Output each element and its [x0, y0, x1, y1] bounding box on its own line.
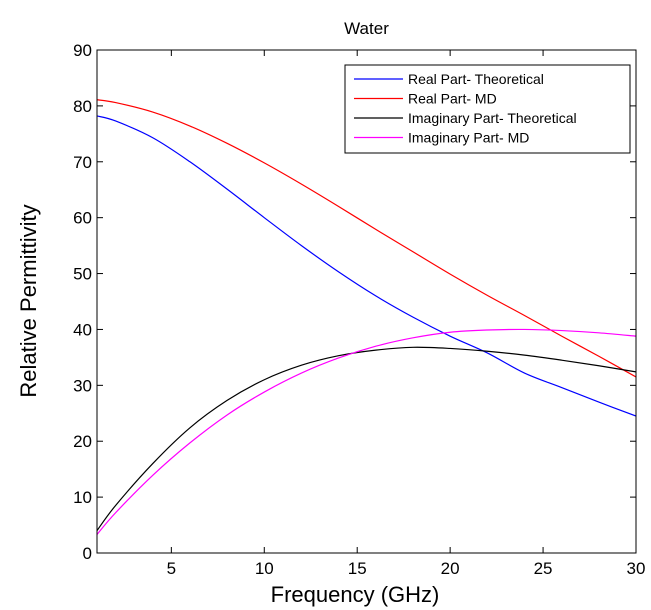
x-tick-label: 25: [534, 559, 553, 578]
y-tick-label: 70: [73, 153, 92, 172]
y-tick-label: 60: [73, 209, 92, 228]
y-axis-label: Relative Permittivity: [16, 204, 41, 397]
chart-title: Water: [344, 19, 389, 38]
legend: Real Part- Theoretical Real Part- MD Imagi…: [344, 64, 631, 154]
x-tick-label: 20: [441, 559, 460, 578]
x-tick-label: 15: [348, 559, 367, 578]
x-tick-label: 30: [627, 559, 646, 578]
y-tick-label: 50: [73, 265, 92, 284]
y-tick-label: 80: [73, 97, 92, 116]
y-tick-label: 20: [73, 432, 92, 451]
y-tick-label: 10: [73, 488, 92, 507]
y-tick-label: 0: [83, 544, 92, 563]
legend-entry: Real Part- Theoretical: [408, 71, 544, 87]
y-tick-label: 30: [73, 376, 92, 395]
legend-entry: Imaginary Part- MD: [408, 130, 529, 146]
series-line: [96, 99, 637, 378]
legend-entry: Imaginary Part- Theoretical: [408, 110, 577, 126]
legend-entry: Real Part- MD: [408, 91, 497, 107]
y-tick-label: 90: [73, 41, 92, 60]
plot-frame: [96, 49, 637, 554]
x-tick-label: 5: [167, 559, 176, 578]
series-layer: [96, 99, 637, 535]
x-axis-label: Frequency (GHz): [271, 582, 440, 607]
series-line: [96, 115, 637, 417]
x-tick-label: 10: [255, 559, 274, 578]
series-line: [96, 346, 637, 531]
series-line: [96, 328, 637, 535]
ticks-layer: 5 10 15 20 25 30 0 10 20 30 40 50 60 70 80 90: [73, 41, 645, 578]
y-tick-label: 40: [73, 320, 92, 339]
legend-box: [344, 64, 631, 154]
